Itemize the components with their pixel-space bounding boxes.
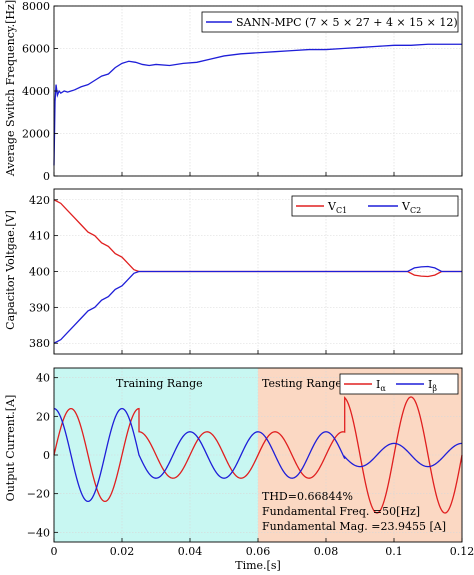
series-line-1: [53, 265, 462, 344]
y-tick-label: 0: [43, 170, 50, 183]
y-axis-label: Capacitor Voltgae.[V]: [4, 210, 17, 330]
y-axis-label: Output Current.[A]: [4, 395, 17, 502]
y-tick-label: 390: [29, 301, 50, 314]
legend-label-vc1: VC1: [327, 200, 347, 215]
thd-annotation: THD=0.66844%: [262, 490, 353, 503]
x-tick-label: 0.04: [178, 545, 203, 558]
y-axis-label: Average Switch Frequency.[Hz]: [4, 0, 17, 177]
x-tick-label: 0: [51, 545, 58, 558]
x-tick-label: 0.12: [450, 545, 474, 558]
y-tick-label: −40: [27, 526, 50, 539]
testing-range-label: Testing Range: [262, 377, 342, 390]
series-line-0: [53, 43, 462, 166]
y-tick-label: 0: [43, 449, 50, 462]
y-tick-label: 40: [36, 372, 50, 385]
x-tick-label: 0.08: [314, 545, 339, 558]
y-tick-label: −20: [27, 488, 50, 501]
x-tick-label: 0.1: [385, 545, 403, 558]
y-tick-label: 8000: [22, 0, 50, 13]
y-tick-label: 20: [36, 410, 50, 423]
legend-label-vc2: VC2: [401, 200, 421, 215]
y-tick-label: 2000: [22, 128, 50, 141]
x-tick-label: 0.02: [110, 545, 135, 558]
x-axis-label: Time.[s]: [235, 559, 281, 572]
legend-label-sann-mpc: SANN-MPC (7 × 5 × 27 + 4 × 15 × 12): [236, 16, 458, 29]
legend: SANN-MPC (7 × 5 × 27 + 4 × 15 × 12): [201, 11, 459, 33]
legend-label-ibeta: Iβ: [428, 378, 437, 393]
legend: Iα Iβ: [339, 373, 459, 395]
switch-frequency-panel: Average Switch Frequency.[Hz] 0 2000 4000 6…: [4, 0, 463, 183]
capacitor-voltage-panel: Capacitor Voltgae.[V] 380 390 400 410 420 VC…: [4, 188, 463, 355]
series-line-1: [53, 407, 463, 503]
legend: VC1 VC2: [291, 195, 459, 217]
y-tick-label: 420: [29, 194, 50, 207]
output-current-panel: Output Current.[A] 0 0.02 0.04 0.06 0.08 0.1 0…: [4, 367, 474, 572]
legend-label-ialpha: Iα: [376, 378, 386, 393]
y-tick-label: 380: [29, 337, 50, 350]
y-tick-label: 410: [29, 230, 50, 243]
training-range-label: Training Range: [116, 377, 203, 390]
y-tick-label: 6000: [22, 43, 50, 56]
y-tick-label: 4000: [22, 85, 50, 98]
fundamental-freq-annotation: Fundamental Freq. =50[Hz]: [262, 505, 420, 518]
y-tick-label: 400: [29, 266, 50, 279]
fundamental-mag-annotation: Fundamental Mag. =23.9455 [A]: [262, 520, 446, 533]
x-tick-label: 0.06: [246, 545, 271, 558]
